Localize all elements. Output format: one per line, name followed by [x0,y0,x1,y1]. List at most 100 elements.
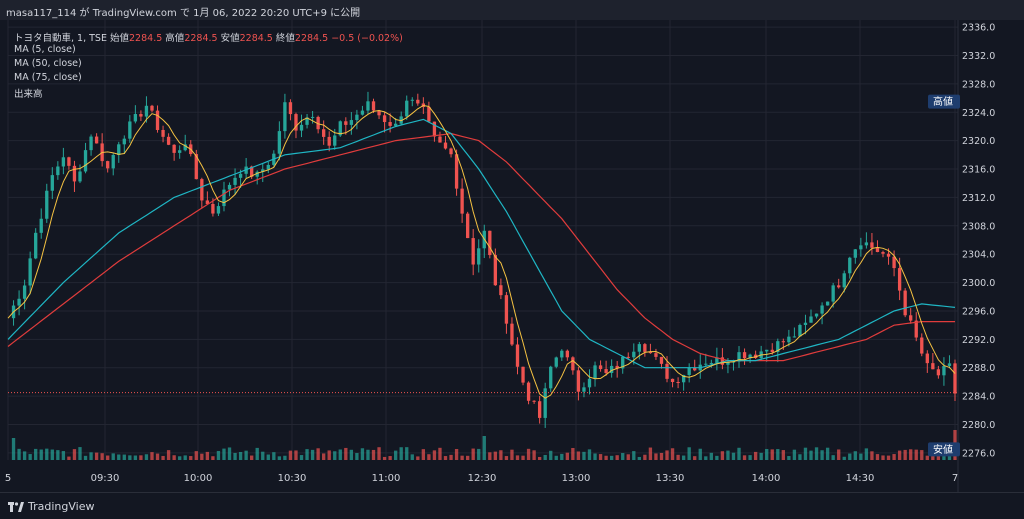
volume-bar [897,450,902,460]
volume-bar [765,448,769,460]
candle-body [549,366,553,389]
candle-body [842,273,846,288]
candle-body [621,356,625,369]
candle-body [742,352,747,359]
volume-bar [532,450,536,460]
volume-bar [449,454,453,460]
y-tick-label: 2300.0 [962,278,995,289]
volume-bar [837,449,841,460]
y-tick-label: 2304.0 [962,250,995,261]
ma75-legend[interactable]: MA (75, close) [14,72,82,83]
price-axis[interactable]: 2276.0 2280.0 2284.0 2288.0 2292.0 2296.0 2300… [962,23,995,460]
candle-body [465,213,470,239]
candle-body [532,400,536,402]
volume-bar [100,453,104,460]
volume-bar [654,453,658,460]
volume-bar [388,456,392,460]
candle-body [266,164,270,170]
y-tick-label: 2296.0 [962,306,995,317]
volume-bar [704,456,708,460]
volume-bar [770,449,774,460]
candle-body [106,161,110,169]
symbol-legend[interactable]: トヨタ自動車, 1, TSE 始値2284.5 高値2284.5 安値2284.… [14,30,403,44]
volume-bar [792,449,797,460]
candle-body [294,114,298,131]
volume-bar [477,448,481,460]
ma5-legend[interactable]: MA (5, close) [14,44,76,55]
candle-body [665,363,669,379]
volume-bar [244,450,248,460]
candle-body [194,154,198,180]
volume-bar [499,450,503,460]
y-tick-label: 2328.0 [962,79,995,90]
volume-bar [338,449,342,460]
volume-bar [549,450,553,460]
volume-bar [200,453,204,460]
volume-bar [382,456,387,460]
volume-bar [526,448,531,460]
candle-body [460,188,464,214]
candle-body [892,256,896,269]
volume-bar [737,447,741,460]
tradingview-logo[interactable]: TradingView [8,500,94,513]
volume-bar [920,450,924,460]
candle-body [360,110,365,115]
candle-body [78,171,82,182]
volume-bar [820,450,824,460]
publish-info: masa117_114 が TradingView.com で 1月 06, 2… [6,8,361,19]
candle-body [122,138,126,145]
low-label: 安値 [220,33,240,44]
volume-bar [471,448,475,460]
volume-bar [266,454,270,460]
candle-body [670,378,675,383]
candle-body [283,102,287,132]
candle-body [737,352,741,362]
volume-bar [720,451,725,460]
candle-body [654,353,658,357]
low-value: 2284.5 [239,33,273,44]
candle-body [864,242,869,246]
candle-body [216,206,221,214]
volume-bar [11,438,16,460]
candle-body [554,357,558,367]
volume-bar [299,455,304,460]
candle-body [443,142,448,149]
time-axis[interactable]: 5 09:30 10:00 10:30 11:00 12:30 13:00 13:30 14:0… [5,473,958,484]
candle-body [936,369,941,376]
ma50-legend[interactable]: MA (50, close) [14,58,82,69]
volume-bar [598,454,603,460]
volume-bar [349,449,354,460]
candle-body [886,253,891,257]
price-chart[interactable]: 2276.0 2280.0 2284.0 2288.0 2292.0 2296.0 2300… [0,20,1024,492]
volume-bar [322,453,326,460]
volume-bar [305,449,309,460]
candle-body [748,354,752,359]
candle-body [593,365,597,379]
volume-bar [277,456,282,460]
volume-bar [117,454,121,460]
candle-body [848,257,852,274]
volume-bar [510,449,514,460]
x-tick-label: 09:30 [91,473,120,484]
volume-bar [128,455,132,460]
candle-body [83,150,88,172]
volume-legend[interactable]: 出来高 [14,89,43,100]
candle-body [111,154,115,169]
volume-bar [166,450,171,460]
volume-bar [189,456,193,460]
y-tick-label: 2308.0 [962,221,995,232]
candle-body [305,117,309,125]
x-tick-label: 13:00 [562,473,591,484]
candle-body [454,154,459,189]
volume-bar [659,452,664,460]
candle-body [477,248,481,265]
volume-bar [67,456,71,460]
candle-body [504,295,509,324]
candle-body [637,344,641,352]
volume-bar [609,455,614,460]
candle-body [144,105,149,117]
ma5-line [7,104,956,399]
volume-bar [144,454,149,460]
y-tick-label: 2284.0 [962,392,995,403]
symbol-name: トヨタ自動車, 1, TSE [14,33,107,44]
